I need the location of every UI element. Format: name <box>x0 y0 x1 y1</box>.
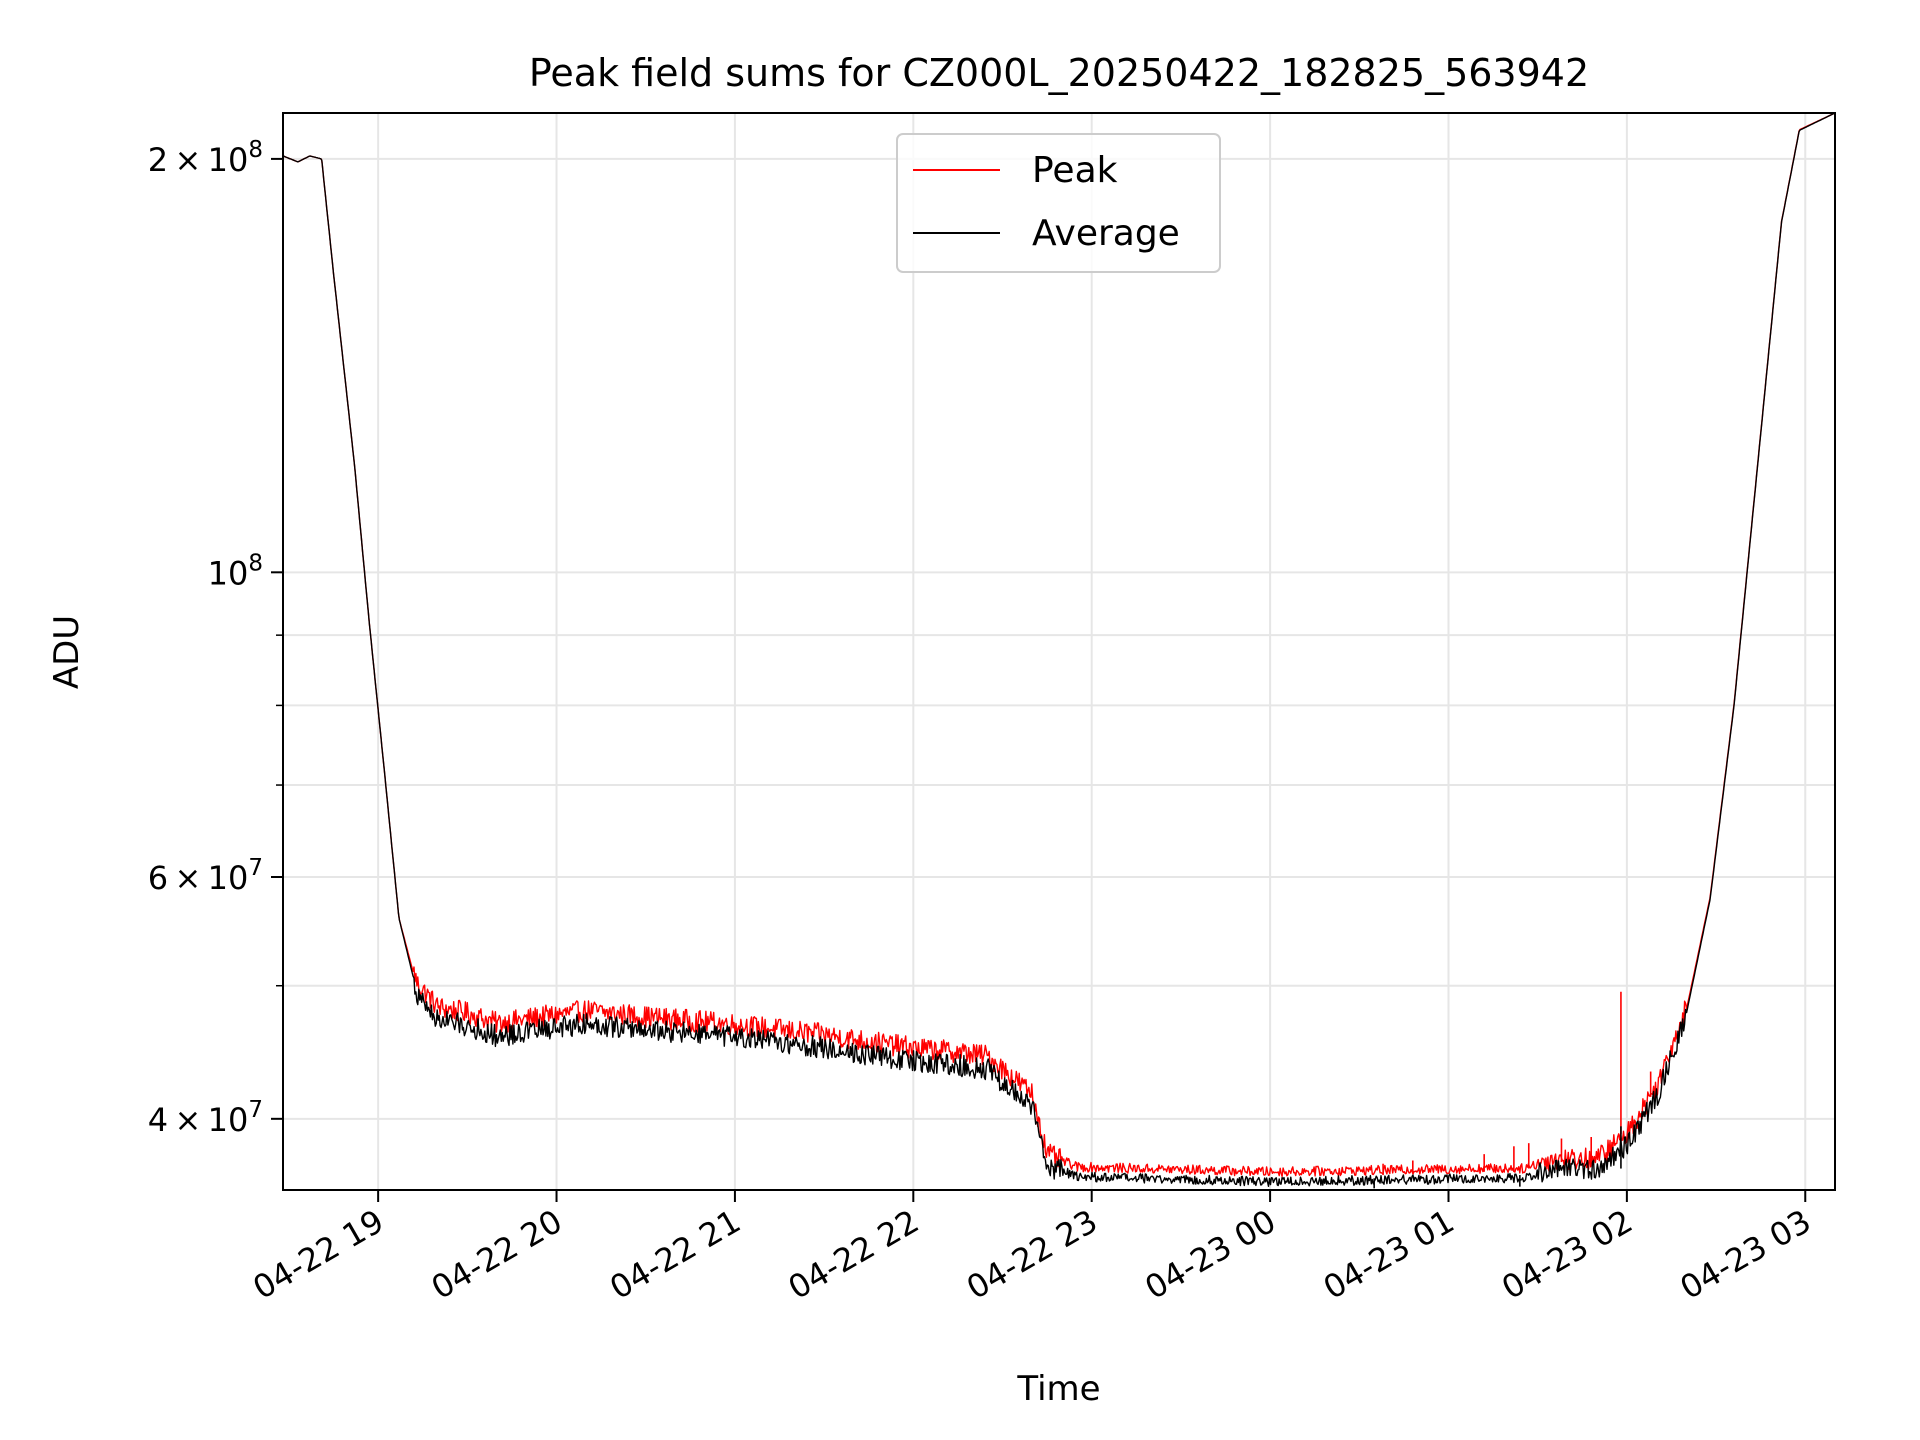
plot-frame <box>282 112 1836 1191</box>
x-axis-label: Time <box>1016 1369 1100 1409</box>
y-tick-label: 6 × 107 <box>148 855 263 897</box>
series-line-average <box>283 113 1835 1187</box>
y-axis-label: ADU <box>47 615 87 689</box>
chart-title: Peak field sums for CZ000L_20250422_1828… <box>529 51 1589 95</box>
series-layer <box>283 113 1835 1189</box>
y-tick-label: 108 <box>208 550 263 592</box>
y-tick-label: 2 × 108 <box>148 137 263 179</box>
legend: Peak Average <box>896 133 1221 273</box>
legend-peak-label: Peak <box>1032 150 1118 191</box>
legend-box <box>896 133 1221 273</box>
y-tick-label: 4 × 107 <box>148 1097 263 1139</box>
legend-average-label: Average <box>1032 213 1180 254</box>
